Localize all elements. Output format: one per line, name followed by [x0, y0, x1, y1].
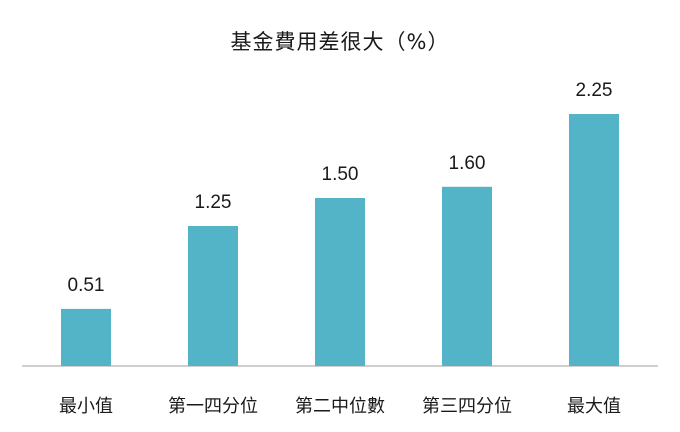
category-label-1: 最小值 [59, 396, 113, 417]
category-label-2: 第一四分位 [168, 396, 258, 417]
bar-1 [61, 308, 111, 366]
data-label-3: 1.50 [322, 164, 359, 185]
bar-2 [188, 226, 238, 366]
data-label-2: 1.25 [195, 192, 232, 213]
chart-title: 基金費用差很大（%） [230, 30, 450, 54]
data-label-1: 0.51 [68, 275, 105, 296]
data-label-4: 1.60 [449, 153, 486, 174]
bar-4 [442, 186, 492, 366]
bar-3 [315, 198, 365, 366]
category-label-3: 第二中位數 [295, 396, 385, 417]
category-label-5: 最大值 [567, 396, 621, 417]
bar-5 [569, 114, 619, 366]
data-label-5: 2.25 [576, 80, 613, 101]
category-label-4: 第三四分位 [422, 396, 512, 417]
